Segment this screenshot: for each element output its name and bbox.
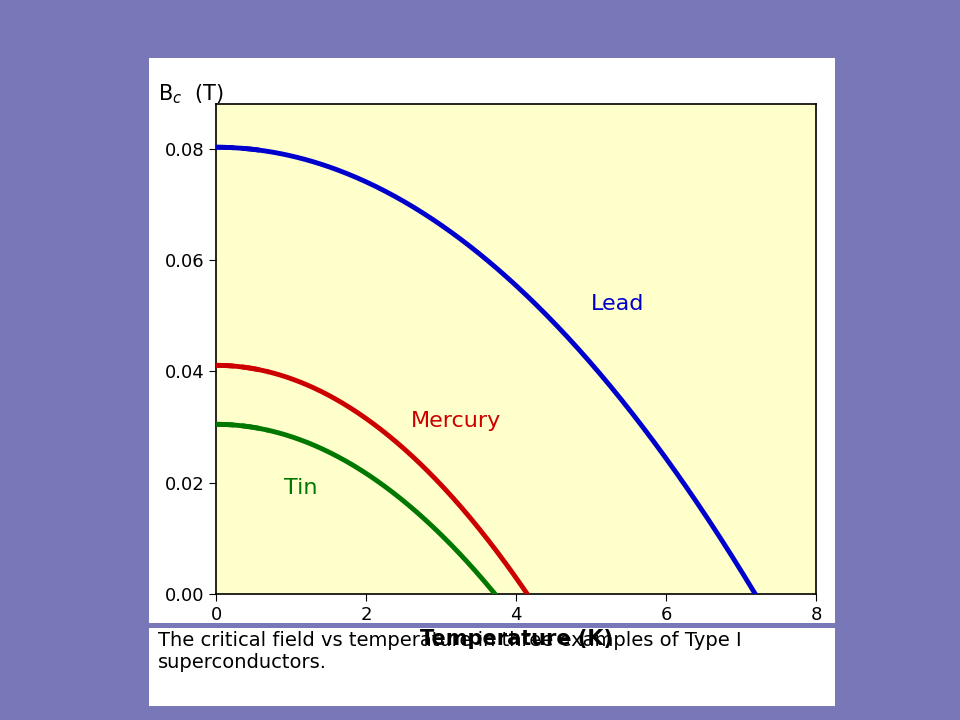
X-axis label: Temperature (K): Temperature (K) bbox=[420, 629, 612, 649]
Text: B$_c$  (T): B$_c$ (T) bbox=[158, 83, 224, 107]
Text: Mercury: Mercury bbox=[411, 411, 501, 431]
Text: Tin: Tin bbox=[283, 478, 317, 498]
Text: The critical field vs temperature in three examples of Type I
superconductors.: The critical field vs temperature in thr… bbox=[158, 631, 742, 672]
Text: Lead: Lead bbox=[591, 294, 644, 314]
